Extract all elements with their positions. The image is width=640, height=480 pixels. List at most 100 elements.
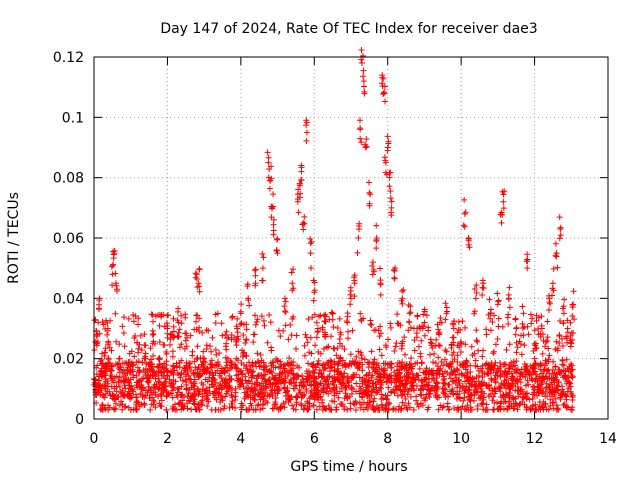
data-point <box>550 265 557 272</box>
data-point <box>478 382 485 389</box>
data-point <box>390 266 397 273</box>
data-point <box>422 374 429 381</box>
data-point <box>195 401 202 408</box>
data-point <box>388 212 395 219</box>
data-point <box>101 352 108 359</box>
data-point <box>241 395 248 402</box>
data-point <box>297 180 304 187</box>
data-point <box>102 349 109 356</box>
data-point <box>545 306 552 313</box>
data-point <box>435 354 442 361</box>
data-point <box>513 358 520 365</box>
data-point <box>370 266 377 273</box>
data-point <box>354 249 361 256</box>
data-point <box>522 382 529 389</box>
data-point <box>395 370 402 377</box>
data-point <box>424 406 431 413</box>
data-point <box>557 232 564 239</box>
data-point <box>363 404 370 411</box>
data-point <box>261 322 268 329</box>
data-point <box>219 397 226 404</box>
data-point <box>310 402 317 409</box>
data-point <box>479 353 486 360</box>
data-point <box>288 393 295 400</box>
data-point <box>490 350 497 357</box>
data-point <box>518 351 525 358</box>
data-point <box>494 335 501 342</box>
data-point <box>414 359 421 366</box>
data-point <box>224 379 231 386</box>
data-point <box>467 404 474 411</box>
data-point <box>100 321 107 328</box>
data-point <box>192 369 199 376</box>
data-point <box>291 385 298 392</box>
data-point <box>337 331 344 338</box>
data-point <box>571 316 578 323</box>
data-point <box>548 379 555 386</box>
data-point <box>132 313 139 320</box>
data-point <box>426 375 433 382</box>
data-point <box>124 364 131 371</box>
data-point <box>536 398 543 405</box>
data-point <box>553 338 560 345</box>
data-point <box>540 375 547 382</box>
data-point <box>473 327 480 334</box>
x-tick-label: 10 <box>452 431 470 447</box>
data-point <box>518 332 525 339</box>
data-point <box>519 320 526 327</box>
data-point <box>244 281 251 288</box>
data-point <box>456 388 463 395</box>
data-point <box>155 393 162 400</box>
data-point <box>357 387 364 394</box>
data-point <box>568 330 575 337</box>
data-point <box>148 366 155 373</box>
data-point <box>492 378 499 385</box>
data-point <box>176 344 183 351</box>
data-point <box>402 386 409 393</box>
data-point <box>484 382 491 389</box>
data-point <box>272 395 279 402</box>
data-point <box>517 370 524 377</box>
data-point <box>356 117 363 124</box>
data-point <box>382 392 389 399</box>
data-point <box>561 400 568 407</box>
data-point <box>174 332 181 339</box>
data-point <box>552 363 559 370</box>
data-point <box>139 359 146 366</box>
data-point <box>505 291 512 298</box>
data-point <box>149 311 156 318</box>
data-point <box>435 342 442 349</box>
data-point <box>391 267 398 274</box>
data-point <box>374 389 381 396</box>
data-point <box>232 404 239 411</box>
data-point <box>178 341 185 348</box>
data-point <box>272 372 279 379</box>
data-point <box>471 378 478 385</box>
data-point <box>551 391 558 398</box>
data-point <box>252 272 259 279</box>
data-point <box>373 245 380 252</box>
data-point <box>527 311 534 318</box>
data-point <box>387 195 394 202</box>
data-point <box>141 401 148 408</box>
data-point <box>119 392 126 399</box>
data-point <box>387 188 394 195</box>
x-tick-label: 0 <box>90 431 99 447</box>
data-point <box>233 342 240 349</box>
data-point <box>529 376 536 383</box>
data-point <box>268 362 275 369</box>
data-point <box>378 385 385 392</box>
y-tick-label: 0.06 <box>53 231 84 247</box>
data-point <box>250 368 257 375</box>
data-point <box>510 358 517 365</box>
plot-frame <box>93 56 609 420</box>
data-point <box>425 382 432 389</box>
data-point <box>252 282 259 289</box>
data-point <box>388 364 395 371</box>
data-point <box>490 393 497 400</box>
data-point <box>158 372 165 379</box>
data-point <box>116 402 123 409</box>
data-point <box>304 373 311 380</box>
data-point <box>386 169 393 176</box>
data-point <box>127 390 134 397</box>
